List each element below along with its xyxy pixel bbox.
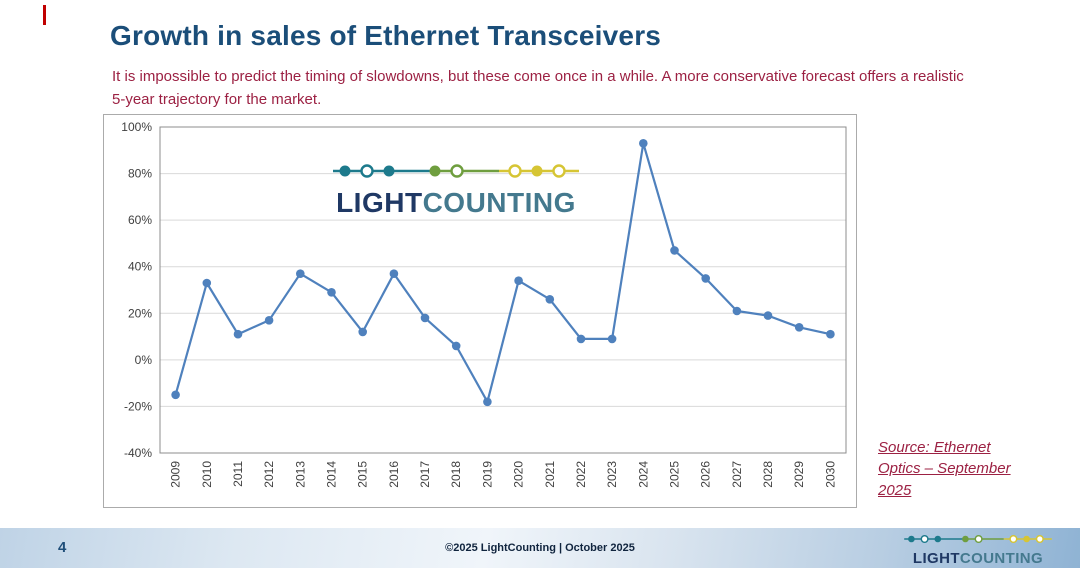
svg-text:-20%: -20% [124,399,152,413]
svg-text:2025: 2025 [668,461,682,488]
svg-text:2019: 2019 [480,461,494,488]
svg-text:60%: 60% [128,213,152,227]
footer: 4 ©2025 LightCounting | October 2025 LIG… [0,527,1080,568]
svg-text:2018: 2018 [449,461,463,488]
logo-light-text: LIGHT [912,550,960,567]
svg-text:2014: 2014 [325,461,339,488]
svg-text:100%: 100% [121,120,152,134]
svg-text:2017: 2017 [418,461,432,488]
lightcounting-chain-icon [903,533,1053,545]
copyright-text: ©2025 LightCounting | October 2025 [445,542,635,554]
svg-text:2020: 2020 [512,461,526,488]
lightcounting-logo: LIGHTCOUNTING [316,161,596,217]
logo-light-text: LIGHT [336,187,423,218]
svg-text:2012: 2012 [262,461,276,488]
svg-text:0%: 0% [135,353,153,367]
source-note-line: 2025 [878,481,912,499]
red-accent-mark [43,5,46,25]
logo-counting-text: COUNTING [422,187,576,218]
lightcounting-wordmark: LIGHTCOUNTING [898,551,1058,566]
source-note[interactable]: Source: Ethernet Optics – September 2025 [878,437,1028,501]
svg-text:2024: 2024 [636,461,650,488]
svg-text:2026: 2026 [699,461,713,488]
svg-text:2028: 2028 [761,461,775,488]
svg-text:2022: 2022 [574,461,588,488]
lightcounting-wordmark: LIGHTCOUNTING [316,189,596,217]
source-note-line: Source: Ethernet [878,439,991,456]
svg-text:2027: 2027 [730,461,744,488]
svg-text:2021: 2021 [543,461,557,488]
svg-text:2010: 2010 [200,461,214,488]
svg-text:40%: 40% [128,260,152,274]
source-note-line: Optics – September [878,460,1011,478]
growth-chart-panel: -40% -20% 0% 20% 40% 60% 80% 100% 2009 2010 2011 20… [103,114,857,508]
page-number: 4 [58,539,67,556]
svg-text:2023: 2023 [605,461,619,488]
footer-lightcounting-logo: LIGHTCOUNTING [898,532,1058,566]
lightcounting-chain-icon [331,161,581,181]
slide-subtitle: It is impossible to predict the timing o… [112,68,964,108]
svg-text:2016: 2016 [387,461,401,488]
svg-text:2029: 2029 [792,461,806,488]
line-chart: -40% -20% 0% 20% 40% 60% 80% 100% 2009 2010 2011 20… [104,115,856,505]
svg-text:-40%: -40% [124,446,152,460]
svg-text:80%: 80% [128,167,152,181]
svg-text:2013: 2013 [293,461,307,488]
slide-title: Growth in sales of Ethernet Transceivers [110,20,662,51]
svg-text:20%: 20% [128,306,152,320]
svg-text:2009: 2009 [169,461,183,488]
svg-text:2030: 2030 [823,461,837,488]
logo-counting-text: COUNTING [959,550,1044,567]
svg-text:2011: 2011 [231,461,245,487]
svg-text:2015: 2015 [356,461,370,488]
